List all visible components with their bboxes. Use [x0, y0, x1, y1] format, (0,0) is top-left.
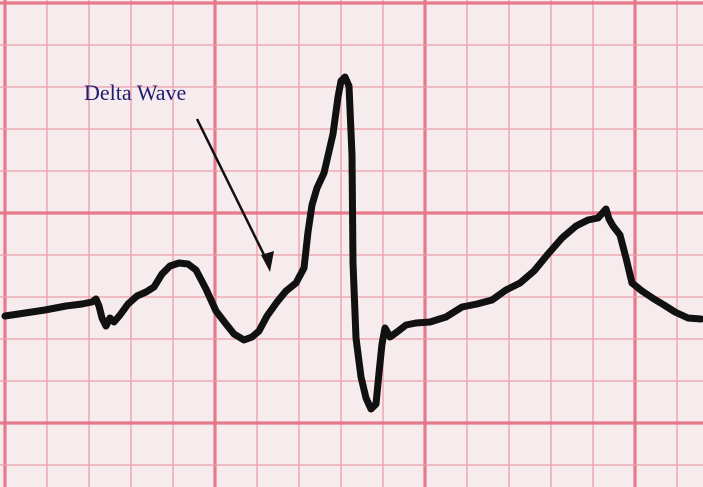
delta-wave-label: Delta Wave [84, 80, 186, 105]
delta-wave-arrow-shaft [195, 118, 272, 268]
delta-wave-arrow-head [261, 251, 274, 272]
ecg-trace-line [1, 73, 703, 413]
